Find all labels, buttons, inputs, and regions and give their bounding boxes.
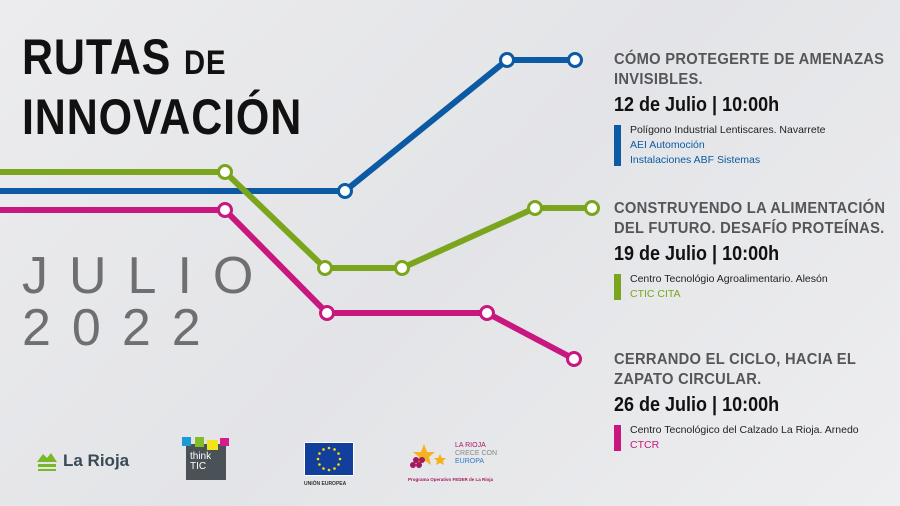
stars-grapes-icon <box>410 444 446 468</box>
route-stop <box>337 183 353 199</box>
month-year: 2022 <box>22 299 222 357</box>
event-1: CÓMO PROTEGERTE DE AMENAZAS INVISIBLES. … <box>614 50 894 168</box>
route-stop <box>479 305 495 321</box>
eu-star <box>327 446 331 450</box>
event-3: CERRANDO EL CICLO, HACIA EL ZAPATO CIRCU… <box>614 350 894 453</box>
event-details: Centro Tecnológio Agroalimentario. Alesó… <box>614 272 894 302</box>
route-line-blue <box>0 57 575 194</box>
eu-star <box>337 463 340 466</box>
route-stop <box>319 305 335 321</box>
eu-star <box>316 457 320 461</box>
event-venue: Centro Tecnológio Agroalimentario. Alesó… <box>630 273 828 285</box>
event-organizer: Instalaciones ABF Sistemas <box>630 154 761 166</box>
eu-star <box>322 448 325 451</box>
sponsor-logos: La Rioja think TIC UNIÓN EUROPEA LA RIOJA… <box>0 436 520 487</box>
route-stop <box>584 200 600 216</box>
eu-star <box>318 452 321 455</box>
event-details: Polígono Industrial Lentiscares. Navarre… <box>614 123 894 168</box>
event-venue: Centro Tecnológico del Calzado La Rioja.… <box>630 424 859 436</box>
title-line1: RUTAS <box>22 29 172 85</box>
route-stop <box>499 52 515 68</box>
event-organizer: CTCR <box>630 439 660 451</box>
route-line-green <box>0 169 592 271</box>
event-title: CONSTRUYENDO LA ALIMENTACIÓN DEL FUTURO.… <box>614 200 886 237</box>
think-tic-text: think TIC <box>190 451 212 472</box>
event-details: Centro Tecnológico del Calzado La Rioja.… <box>614 423 894 453</box>
month-name: JULIO <box>22 247 275 305</box>
feder-caption: Programa Operativo FEDER de La Rioja <box>408 477 494 482</box>
la-rioja-logo: La Rioja <box>36 450 129 472</box>
page-title: RUTAS DE INNOVACIÓN <box>22 30 302 144</box>
month-label: JULIO 2022 <box>22 250 274 354</box>
eu-logo: UNIÓN EUROPEA <box>304 442 354 487</box>
route-stop <box>566 351 582 367</box>
title-de: DE <box>184 44 227 82</box>
event-2: CONSTRUYENDO LA ALIMENTACIÓN DEL FUTURO.… <box>614 199 894 302</box>
eu-text: UNIÓN EUROPEA <box>304 481 347 487</box>
event-date: 12 de Julio | 10:00h <box>614 94 780 116</box>
event-title: CÓMO PROTEGERTE DE AMENAZAS INVISIBLES. <box>614 51 885 88</box>
feder-text: LA RIOJA CRECE CON EUROPA <box>455 442 498 465</box>
eu-star <box>333 448 336 451</box>
route-stop <box>217 202 233 218</box>
title-line2: INNOVACIÓN <box>22 89 303 145</box>
eu-star <box>338 457 342 461</box>
think-tic-squares-icon <box>182 437 229 480</box>
la-rioja-text: La Rioja <box>63 451 130 470</box>
eu-star <box>322 467 325 470</box>
color-bar <box>614 274 621 300</box>
route-stop <box>567 52 583 68</box>
event-organizer: CTIC CITA <box>630 288 681 300</box>
eu-star <box>318 463 321 466</box>
event-title: CERRANDO EL CICLO, HACIA EL ZAPATO CIRCU… <box>614 351 856 388</box>
event-date: 19 de Julio | 10:00h <box>614 243 780 265</box>
eu-star <box>333 467 336 470</box>
eu-star <box>327 468 331 472</box>
route-stop <box>394 260 410 276</box>
event-organizer: AEI Automoción <box>630 139 705 151</box>
route-stop <box>217 164 233 180</box>
route-stop <box>317 260 333 276</box>
think-tic-logo: think TIC <box>182 436 230 485</box>
event-date: 26 de Julio | 10:00h <box>614 394 780 416</box>
mountain-icon <box>37 453 57 471</box>
feder-logo: LA RIOJA CRECE CON EUROPA Programa Operati… <box>408 442 518 482</box>
eu-flag-icon <box>304 442 354 476</box>
color-bar <box>614 125 621 166</box>
eu-star <box>337 452 340 455</box>
color-bar <box>614 425 621 451</box>
route-stop <box>527 200 543 216</box>
event-venue: Polígono Industrial Lentiscares. Navarre… <box>630 124 826 136</box>
